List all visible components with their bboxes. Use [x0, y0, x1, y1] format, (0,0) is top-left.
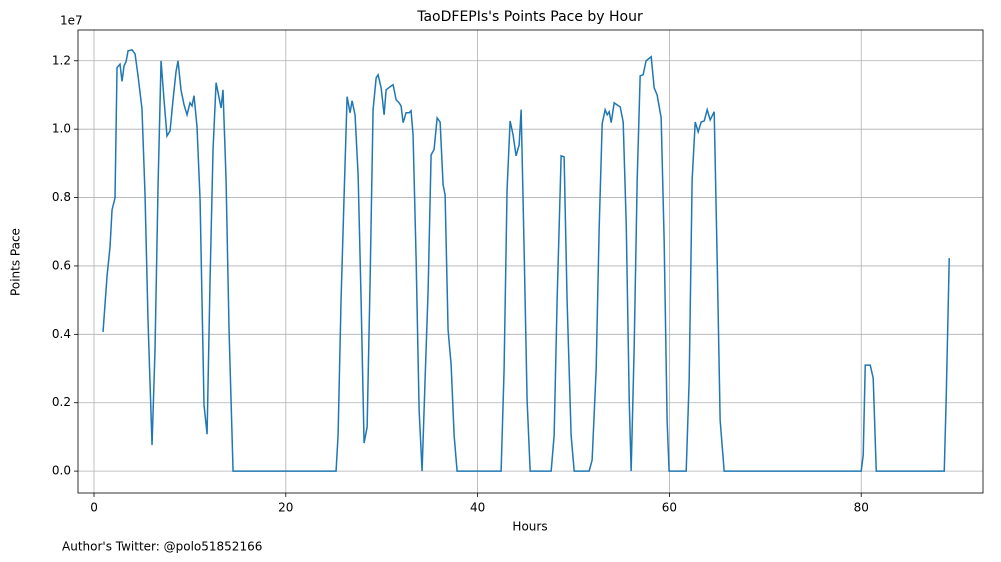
x-tick-label: 20	[278, 501, 293, 515]
footnote: Author's Twitter: @polo51852166	[62, 540, 262, 554]
y-tick-label: 0.2	[52, 395, 71, 409]
x-tick-label: 80	[854, 501, 869, 515]
x-tick-label: 40	[470, 501, 485, 515]
y-tick-label: 1.2	[52, 53, 71, 67]
y-tick-label: 0.6	[52, 258, 71, 272]
y-offset-label: 1e7	[60, 14, 83, 28]
data-line	[102, 48, 950, 472]
y-tick-label: 1.0	[52, 122, 71, 136]
y-tick-label: 0.4	[52, 327, 71, 341]
y-tick-label: 0.0	[52, 464, 71, 478]
x-tick-label: 60	[662, 501, 677, 515]
y-axis-label: Points Pace	[9, 228, 23, 296]
chart-title: TaoDFEPIs's Points Pace by Hour	[416, 9, 643, 25]
x-axis-label: Hours	[512, 520, 547, 534]
x-tick-label: 0	[90, 501, 98, 515]
plot-frame	[77, 29, 984, 494]
y-tick-label: 0.8	[52, 190, 71, 204]
